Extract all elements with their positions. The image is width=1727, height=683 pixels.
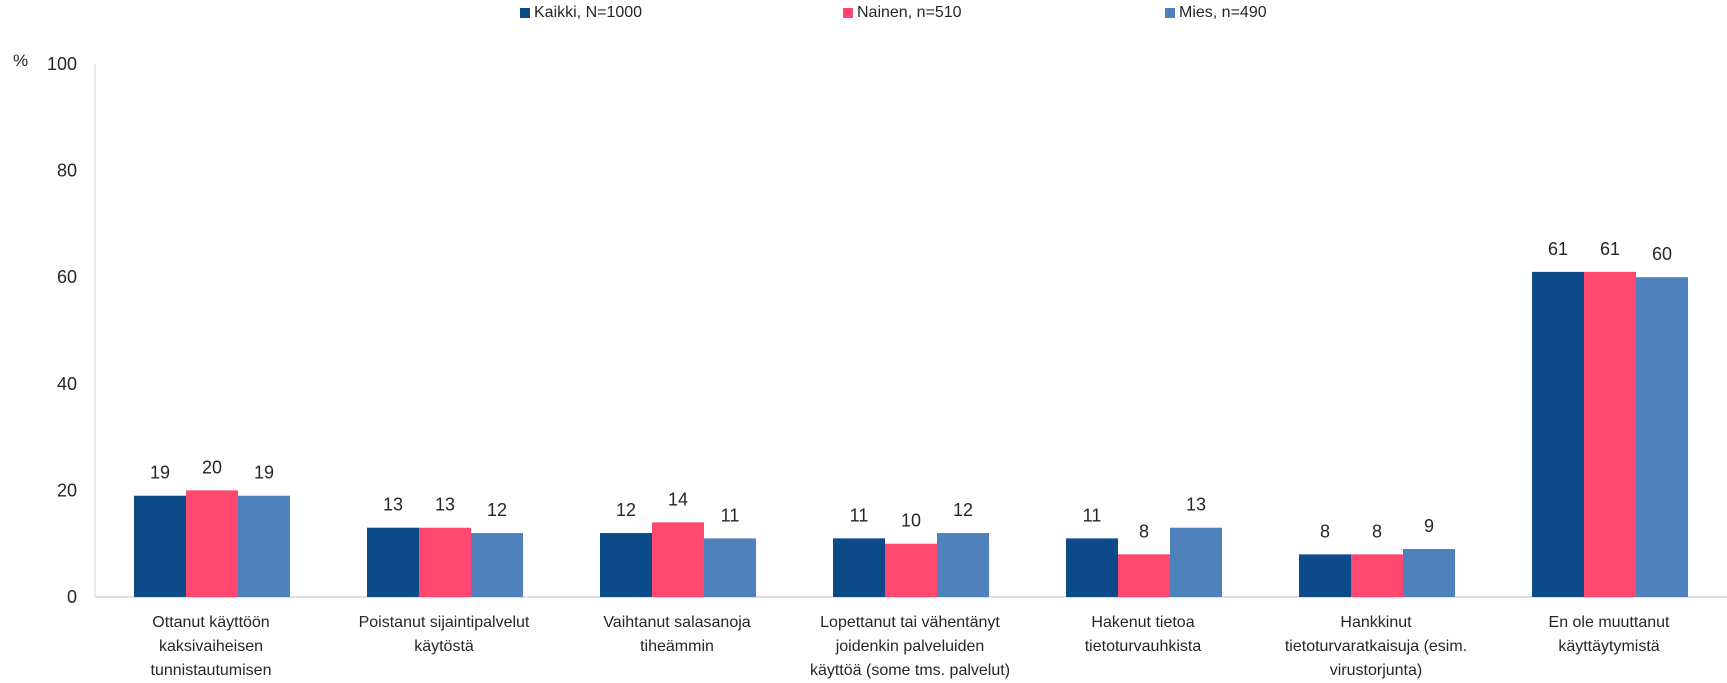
bar-6-2 [1636,277,1688,597]
bar-5-2 [1403,549,1455,597]
data-label-4-0: 11 [1083,505,1102,525]
data-label-3-2: 12 [953,500,973,520]
data-label-5-1: 8 [1372,521,1382,541]
bar-6-0 [1532,271,1584,597]
y-tick-label-0: 0 [67,587,77,607]
data-label-0-0: 19 [150,463,170,483]
legend-item-nainen: Nainen, n=510 [843,4,962,22]
legend-label: Kaikki, N=1000 [534,4,643,21]
y-axis-unit-label: % [13,51,29,70]
data-label-5-2: 9 [1424,516,1434,536]
bar-0-1 [186,490,238,597]
data-label-5-0: 8 [1320,521,1330,541]
bar-0-0 [134,495,186,597]
data-label-2-0: 12 [616,500,636,520]
bar-2-0 [600,533,652,597]
data-label-1-2: 12 [487,500,507,520]
data-label-3-0: 11 [850,505,869,525]
bar-4-2 [1170,527,1222,597]
bar-3-2 [937,533,989,597]
data-label-0-2: 19 [254,463,274,483]
bar-0-2 [238,495,290,597]
category-label-0: Ottanut käyttöön kaksivaiheisen tunnista… [150,614,272,679]
data-label-0-1: 20 [202,457,222,477]
bar-1-1 [419,527,471,597]
bar-3-0 [833,538,885,597]
y-tick-label-3: 60 [57,267,77,287]
bar-4-1 [1118,554,1170,597]
bar-2-2 [704,538,756,597]
bars [134,271,1688,597]
y-tick-label-1: 20 [57,480,77,500]
category-label-5: Hankkinut tietoturvaratkaisuja (esim. vi… [1284,614,1468,679]
data-label-2-2: 11 [721,505,740,525]
y-tick-label-2: 40 [57,374,77,394]
bar-5-1 [1351,554,1403,597]
data-label-6-2: 60 [1652,244,1672,264]
data-label-6-1: 61 [1600,239,1620,259]
data-labels: 19 20 19 13 13 12 12 14 11 11 10 12 11 8 13 8 8 9 61 61 60 [150,239,1672,541]
bar-3-1 [885,543,937,597]
legend-swatch [1165,8,1175,18]
bar-2-1 [652,522,704,597]
category-label-2: Vaihtanut salasanoja tiheämmin [603,614,751,655]
y-tick-label-4: 80 [57,161,77,181]
y-axis-ticks: 0 20 40 60 80 100 [47,54,77,607]
data-label-1-1: 13 [435,495,455,515]
category-label-4: Hakenut tietoa tietoturvauhkista [1084,614,1202,655]
data-label-3-1: 10 [901,511,921,531]
category-label-1: Poistanut sijaintipalvelut käytöstä [358,614,530,655]
bar-1-2 [471,533,523,597]
legend-swatch [843,8,853,18]
bar-6-1 [1584,271,1636,597]
y-tick-label-5: 100 [47,54,77,74]
legend-label: Mies, n=490 [1179,4,1267,21]
data-label-2-1: 14 [668,489,688,509]
category-label-6: En ole muuttanut käyttäytymistä [1548,614,1670,655]
bar-4-0 [1066,538,1118,597]
legend-label: Nainen, n=510 [857,4,962,21]
legend-item-mies: Mies, n=490 [1165,4,1267,22]
legend-swatch [520,8,530,18]
data-label-4-2: 13 [1186,495,1206,515]
legend-item-kaikki: Kaikki, N=1000 [520,4,642,22]
bar-1-0 [367,527,419,597]
data-label-1-0: 13 [383,495,403,515]
category-label-3: Lopettanut tai vähentänyt joidenkin palv… [809,614,1011,679]
data-label-4-1: 8 [1139,521,1149,541]
bar-5-0 [1299,554,1351,597]
data-label-6-0: 61 [1548,239,1568,259]
